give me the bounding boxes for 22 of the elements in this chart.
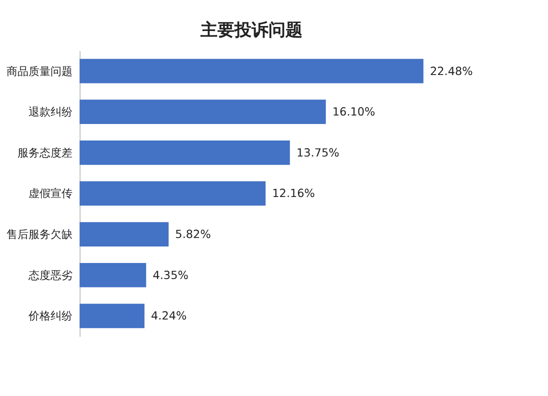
data-label: 16.10% <box>332 106 376 119</box>
y-tick-label: 虚假宣传 <box>28 187 73 200</box>
bar <box>80 140 290 165</box>
data-label: 4.24% <box>151 310 188 323</box>
data-label: 5.82% <box>175 228 212 242</box>
data-label: 22.48% <box>430 64 474 78</box>
bar <box>80 100 326 124</box>
bar <box>80 58 424 84</box>
chart-title: 主要投诉问题 <box>200 20 303 40</box>
y-tick-label: 退款纠纷 <box>28 106 73 119</box>
bar <box>80 304 144 328</box>
data-label: 4.35% <box>152 268 189 282</box>
bar <box>80 262 146 288</box>
bar <box>80 222 169 246</box>
data-label: 12.16% <box>272 187 316 200</box>
y-tick-label: 售后服务欠缺 <box>6 228 73 242</box>
bar <box>80 181 266 206</box>
y-tick-label: 态度恶劣 <box>28 268 73 282</box>
y-tick-label: 价格纠纷 <box>28 310 73 323</box>
y-tick-label: 商品质量问题 <box>6 64 73 78</box>
y-tick-label: 服务态度差 <box>18 146 73 160</box>
data-label: 13.75% <box>296 146 340 160</box>
